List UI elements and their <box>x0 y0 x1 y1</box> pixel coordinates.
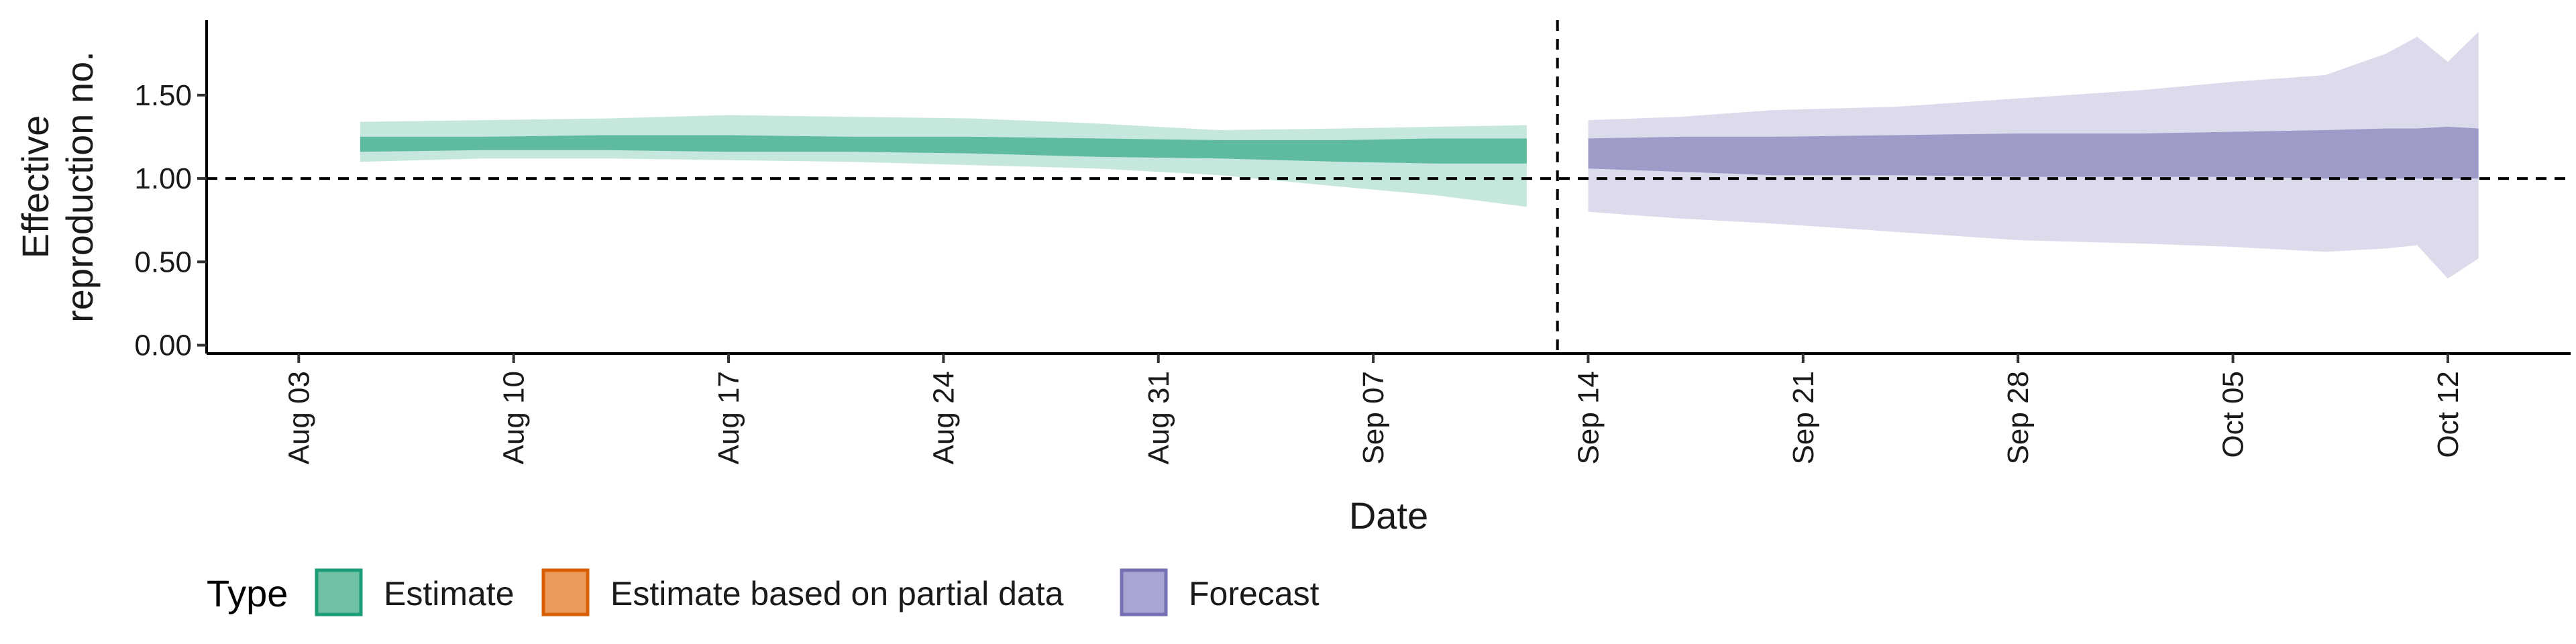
axes <box>205 20 2571 355</box>
x-axis-ticks: Aug 03 Aug 10 Aug 17 Aug 24 Aug 31 Sep 07 Sep … <box>282 354 2465 464</box>
x-tick-label: Sep 21 <box>1787 371 1820 464</box>
y-tick-label: 1.00 <box>134 162 192 195</box>
y-axis-title-line: Effective <box>14 115 56 259</box>
x-tick-label: Oct 12 <box>2432 371 2465 458</box>
x-tick-label: Aug 17 <box>712 371 745 464</box>
y-tick-label: 0.50 <box>134 246 192 278</box>
legend-key-estimate-based-on-partial-data <box>541 568 590 616</box>
x-tick-label: Oct 05 <box>2217 371 2250 458</box>
y-tick-label: 0.00 <box>134 329 192 362</box>
y-tick-label: 1.50 <box>134 79 192 112</box>
legend-title: Type <box>207 572 288 614</box>
uncertainty-bands <box>360 32 2479 279</box>
x-tick-label: Sep 07 <box>1357 371 1390 464</box>
x-tick-label: Aug 24 <box>927 371 960 464</box>
legend: Type Estimate Estimate based on partial da… <box>207 568 1320 616</box>
forecast-inner-band <box>1588 127 2479 179</box>
estimate-inner-band <box>360 135 1527 164</box>
x-tick-label: Aug 10 <box>498 371 531 464</box>
y-axis-title: Effectivereproduction no. <box>14 51 101 323</box>
x-axis-title: Date <box>1349 494 1428 537</box>
legend-label-forecast: Forecast <box>1189 575 1320 612</box>
legend-key-estimate <box>315 568 363 616</box>
x-tick-label: Aug 03 <box>282 371 315 464</box>
legend-label-estimate-based-on-partial-data: Estimate based on partial data <box>610 575 1064 612</box>
legend-key-forecast <box>1120 568 1168 616</box>
y-axis-ticks: 0.00 0.50 1.00 1.50 <box>134 79 207 362</box>
legend-label-estimate: Estimate <box>384 575 515 612</box>
x-tick-label: Aug 31 <box>1142 371 1175 464</box>
y-axis-title-line: reproduction no. <box>58 51 101 323</box>
x-tick-label: Sep 14 <box>1572 371 1605 464</box>
x-tick-label: Sep 28 <box>2002 371 2035 464</box>
